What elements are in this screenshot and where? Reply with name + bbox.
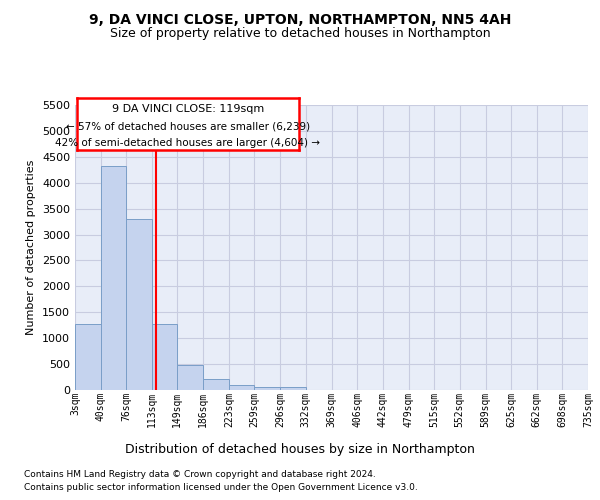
Bar: [101, 166, 126, 390]
Bar: [126, 219, 152, 390]
Text: Contains HM Land Registry data © Crown copyright and database right 2024.: Contains HM Land Registry data © Crown c…: [24, 470, 376, 479]
Bar: [229, 385, 254, 390]
Bar: [280, 387, 305, 390]
Text: Contains public sector information licensed under the Open Government Licence v3: Contains public sector information licen…: [24, 484, 418, 492]
Text: 9 DA VINCI CLOSE: 119sqm: 9 DA VINCI CLOSE: 119sqm: [112, 104, 264, 114]
Text: ← 57% of detached houses are smaller (6,239): ← 57% of detached houses are smaller (6,…: [66, 122, 310, 132]
Text: 42% of semi-detached houses are larger (4,604) →: 42% of semi-detached houses are larger (…: [55, 138, 320, 147]
Bar: [75, 324, 101, 390]
Bar: [152, 324, 178, 390]
Text: Size of property relative to detached houses in Northampton: Size of property relative to detached ho…: [110, 28, 490, 40]
Bar: [178, 364, 203, 390]
Text: 9, DA VINCI CLOSE, UPTON, NORTHAMPTON, NN5 4AH: 9, DA VINCI CLOSE, UPTON, NORTHAMPTON, N…: [89, 12, 511, 26]
Text: Distribution of detached houses by size in Northampton: Distribution of detached houses by size …: [125, 442, 475, 456]
Bar: [203, 379, 229, 390]
Y-axis label: Number of detached properties: Number of detached properties: [26, 160, 37, 335]
Bar: [254, 386, 280, 390]
